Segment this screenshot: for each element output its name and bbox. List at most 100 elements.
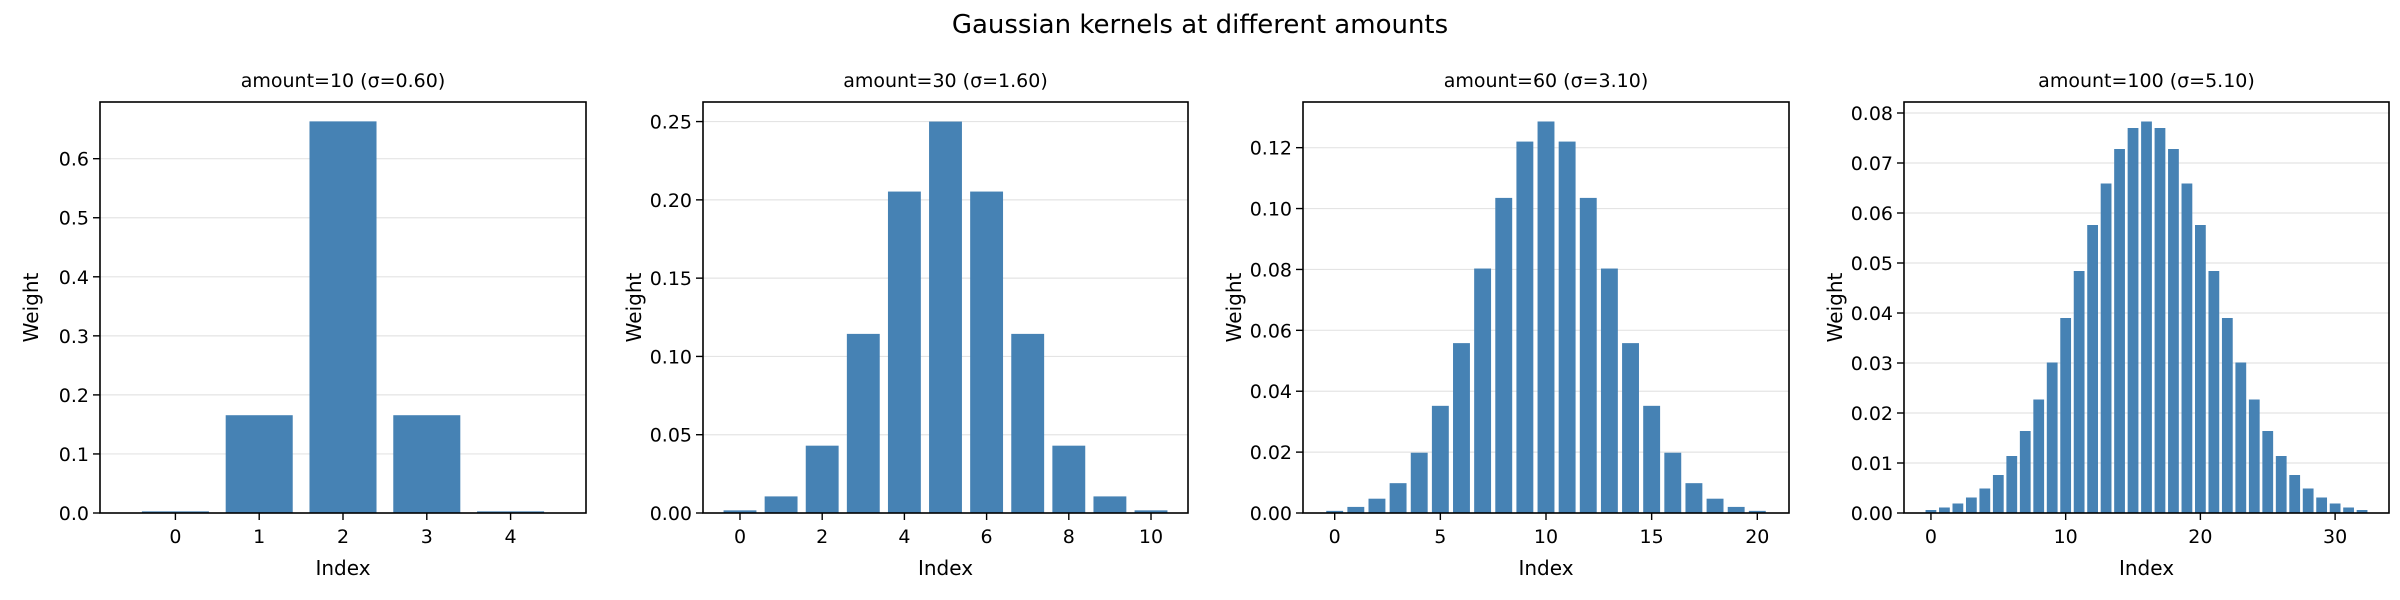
bar	[2262, 431, 2274, 513]
subplot-2: 0.00 0.05 0.10 0.15 0.20 0.25 0 2 4 6 8 10 amount=30…	[622, 70, 1189, 580]
y-axis-label: Weight	[1823, 273, 1847, 343]
bar	[1748, 510, 1766, 513]
bar	[1965, 497, 1977, 513]
x-tick-label: 1	[253, 526, 265, 548]
x-tick-label: 2	[816, 526, 828, 548]
bar	[2087, 225, 2098, 513]
y-tick-label: 0.06	[1851, 203, 1893, 225]
bar	[2141, 121, 2152, 513]
subplot-title: amount=60 (σ=3.10)	[1444, 70, 1649, 92]
y-tick-label: 0.08	[1250, 259, 1292, 281]
y-tick-label: 0.1	[59, 444, 89, 466]
bar	[2168, 149, 2179, 513]
figure-title: Gaussian kernels at different amounts	[952, 10, 1448, 40]
bar	[1925, 510, 1937, 513]
subplot-title: amount=10 (σ=0.60)	[241, 70, 446, 92]
bar	[2073, 271, 2085, 513]
bar	[1600, 268, 1618, 513]
bar	[225, 415, 293, 513]
y-tick-label: 0.02	[1250, 442, 1292, 464]
y-tick-label: 0.10	[1250, 199, 1292, 221]
axes-frame	[702, 101, 1189, 514]
bar	[2329, 503, 2341, 513]
x-tick-label: 30	[2323, 526, 2347, 548]
bar	[1643, 405, 1661, 513]
bar	[1368, 498, 1386, 513]
bar	[1389, 483, 1407, 513]
bar	[309, 121, 377, 514]
bar	[393, 415, 461, 513]
bar	[1410, 452, 1428, 513]
bar	[1347, 506, 1365, 513]
y-tick-label: 0.06	[1250, 320, 1292, 342]
bar	[887, 191, 921, 514]
y-tick-label: 0.00	[1250, 503, 1292, 525]
x-tick-label: 15	[1640, 526, 1664, 548]
x-tick-label: 20	[2188, 526, 2212, 548]
subplot-title: amount=30 (σ=1.60)	[843, 70, 1048, 92]
bar	[2181, 183, 2193, 513]
axes-frame	[1903, 101, 2390, 514]
bar	[2019, 431, 2031, 513]
bar	[846, 333, 880, 513]
bar	[1537, 121, 1555, 514]
x-tick-label: 10	[1534, 526, 1558, 548]
bar	[1052, 445, 1086, 513]
bar	[929, 121, 962, 514]
bar	[2114, 149, 2125, 513]
bar	[1326, 510, 1344, 513]
bar	[1011, 333, 1045, 513]
y-tick-label: 0.04	[1250, 381, 1292, 403]
y-axis-label: Weight	[1222, 273, 1246, 343]
x-tick-label: 0	[169, 526, 181, 548]
bar	[2248, 399, 2260, 513]
x-tick-label: 8	[1063, 526, 1075, 548]
bar	[1992, 475, 2004, 513]
bar	[1579, 197, 1597, 513]
bar	[2289, 475, 2301, 513]
bar	[2356, 510, 2368, 513]
bar	[970, 191, 1004, 514]
bar	[2302, 488, 2314, 513]
bar	[2154, 128, 2166, 513]
y-tick-label: 0.0	[59, 503, 89, 525]
y-tick-label: 0.20	[650, 190, 692, 212]
y-tick-label: 0.6	[59, 149, 89, 171]
bar	[1622, 343, 1639, 513]
subplot-3: 0.00 0.02 0.04 0.06 0.08 0.10 0.12 0 5 10 15 20 amou…	[1222, 70, 1790, 580]
bar	[2195, 225, 2206, 513]
y-tick-label: 0.03	[1851, 353, 1893, 375]
bar	[2208, 271, 2220, 513]
bar	[141, 511, 209, 513]
bar	[805, 445, 839, 513]
bar	[477, 511, 545, 513]
bar	[1979, 488, 1991, 513]
y-axis-label: Weight	[622, 273, 646, 343]
subplot-1: 0.0 0.1 0.2 0.3 0.4 0.5 0.6 0 1 2 3 4 amount=10 (σ=0…	[19, 70, 587, 580]
y-tick-label: 0.10	[650, 346, 692, 368]
bar	[1431, 405, 1449, 513]
x-tick-label: 10	[2054, 526, 2078, 548]
x-tick-label: 20	[1745, 526, 1769, 548]
bar	[2235, 362, 2247, 513]
bar	[1495, 197, 1513, 513]
subplot-title: amount=100 (σ=5.10)	[2038, 70, 2255, 92]
bar	[1706, 498, 1724, 513]
y-tick-label: 0.5	[59, 208, 89, 230]
bar	[1093, 496, 1127, 513]
bar	[2033, 399, 2045, 513]
x-axis-label: Index	[1518, 556, 1573, 580]
y-tick-label: 0.4	[59, 267, 89, 289]
bar	[2060, 318, 2072, 513]
y-tick-label: 0.15	[650, 268, 692, 290]
bar	[1939, 507, 1950, 513]
x-tick-label: 4	[505, 526, 517, 548]
x-tick-label: 0	[1925, 526, 1937, 548]
bar	[2127, 128, 2139, 513]
bar	[2100, 183, 2112, 513]
bar	[1474, 268, 1492, 513]
y-tick-label: 0.02	[1851, 403, 1893, 425]
subplot-4: 0.00 0.01 0.02 0.03 0.04 0.05 0.06 0.07 0.08 0 10 2…	[1823, 70, 2390, 580]
y-tick-label: 0.3	[59, 326, 89, 348]
bar	[1558, 141, 1576, 514]
